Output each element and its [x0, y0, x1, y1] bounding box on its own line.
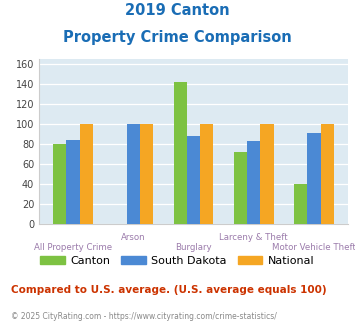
Text: Motor Vehicle Theft: Motor Vehicle Theft	[272, 243, 355, 251]
Text: Arson: Arson	[121, 233, 146, 242]
Text: Property Crime Comparison: Property Crime Comparison	[63, 30, 292, 45]
Bar	[247, 141, 260, 224]
Bar	[321, 124, 334, 224]
Bar	[307, 133, 321, 224]
Bar	[187, 136, 200, 224]
Bar	[140, 124, 153, 224]
Bar	[80, 124, 93, 224]
Bar	[66, 140, 80, 224]
Text: © 2025 CityRating.com - https://www.cityrating.com/crime-statistics/: © 2025 CityRating.com - https://www.city…	[11, 312, 277, 321]
Text: All Property Crime: All Property Crime	[34, 243, 112, 251]
Bar	[200, 124, 213, 224]
Text: Larceny & Theft: Larceny & Theft	[219, 233, 288, 242]
Legend: Canton, South Dakota, National: Canton, South Dakota, National	[40, 256, 315, 266]
Bar	[174, 82, 187, 224]
Bar	[260, 124, 274, 224]
Bar	[294, 184, 307, 224]
Text: Compared to U.S. average. (U.S. average equals 100): Compared to U.S. average. (U.S. average …	[11, 285, 326, 295]
Bar	[127, 124, 140, 224]
Text: Burglary: Burglary	[175, 243, 212, 251]
Bar	[234, 152, 247, 224]
Bar	[53, 145, 66, 224]
Text: 2019 Canton: 2019 Canton	[125, 3, 230, 18]
